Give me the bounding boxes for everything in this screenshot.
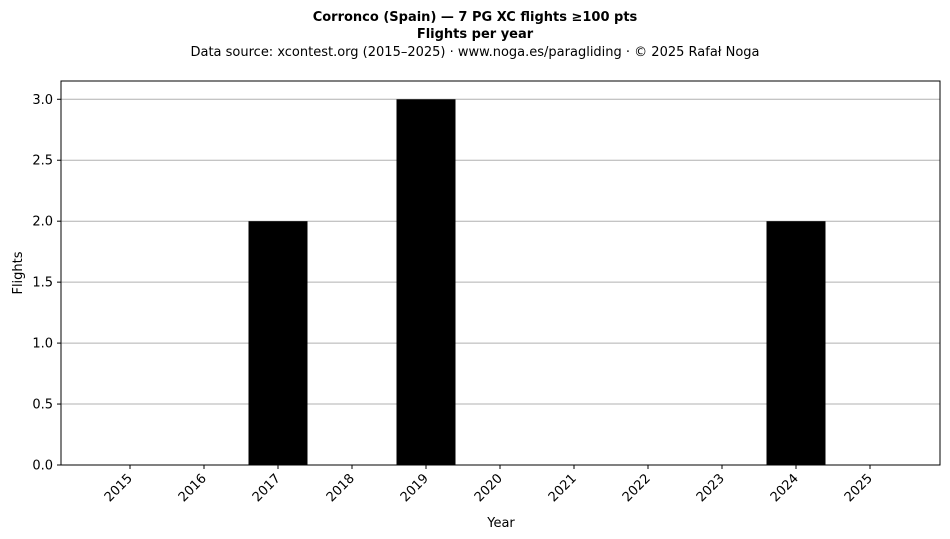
x-axis-label: Year [486, 516, 515, 531]
bar-2024 [766, 221, 826, 465]
y-tick-label: 0.0 [32, 459, 53, 474]
y-axis-label: Flights [11, 251, 26, 294]
x-tick-label: 2016 [176, 471, 210, 505]
bar-2019 [396, 99, 456, 466]
bars [248, 99, 826, 466]
x-tick-label: 2018 [324, 471, 358, 505]
bar-2017 [248, 221, 308, 465]
y-tick-label: 2.0 [32, 215, 53, 230]
x-tick-label: 2025 [842, 471, 876, 505]
x-tick-label: 2019 [398, 471, 432, 505]
x-tick-label: 2024 [768, 471, 802, 505]
x-tick-label: 2023 [694, 471, 728, 505]
x-tick-label: 2015 [102, 471, 136, 505]
y-tick-label: 3.0 [32, 93, 53, 108]
chart-title: Corronco (Spain) — 7 PG XC flights ≥100 … [313, 10, 638, 25]
y-tick-label: 2.5 [32, 154, 53, 169]
chart-subtitle: Flights per year [417, 27, 534, 42]
y-tick-label: 0.5 [32, 398, 53, 413]
x-tick-label: 2017 [250, 471, 284, 505]
x-tick-label: 2022 [620, 471, 654, 505]
y-tick-label: 1.5 [32, 276, 53, 291]
plot-frame [60, 80, 941, 466]
y-tick-label: 1.0 [32, 337, 53, 352]
x-tick-label: 2021 [546, 471, 580, 505]
data-source-note: Data source: xcontest.org (2015–2025) · … [190, 45, 759, 60]
x-tick-label: 2020 [472, 471, 506, 505]
